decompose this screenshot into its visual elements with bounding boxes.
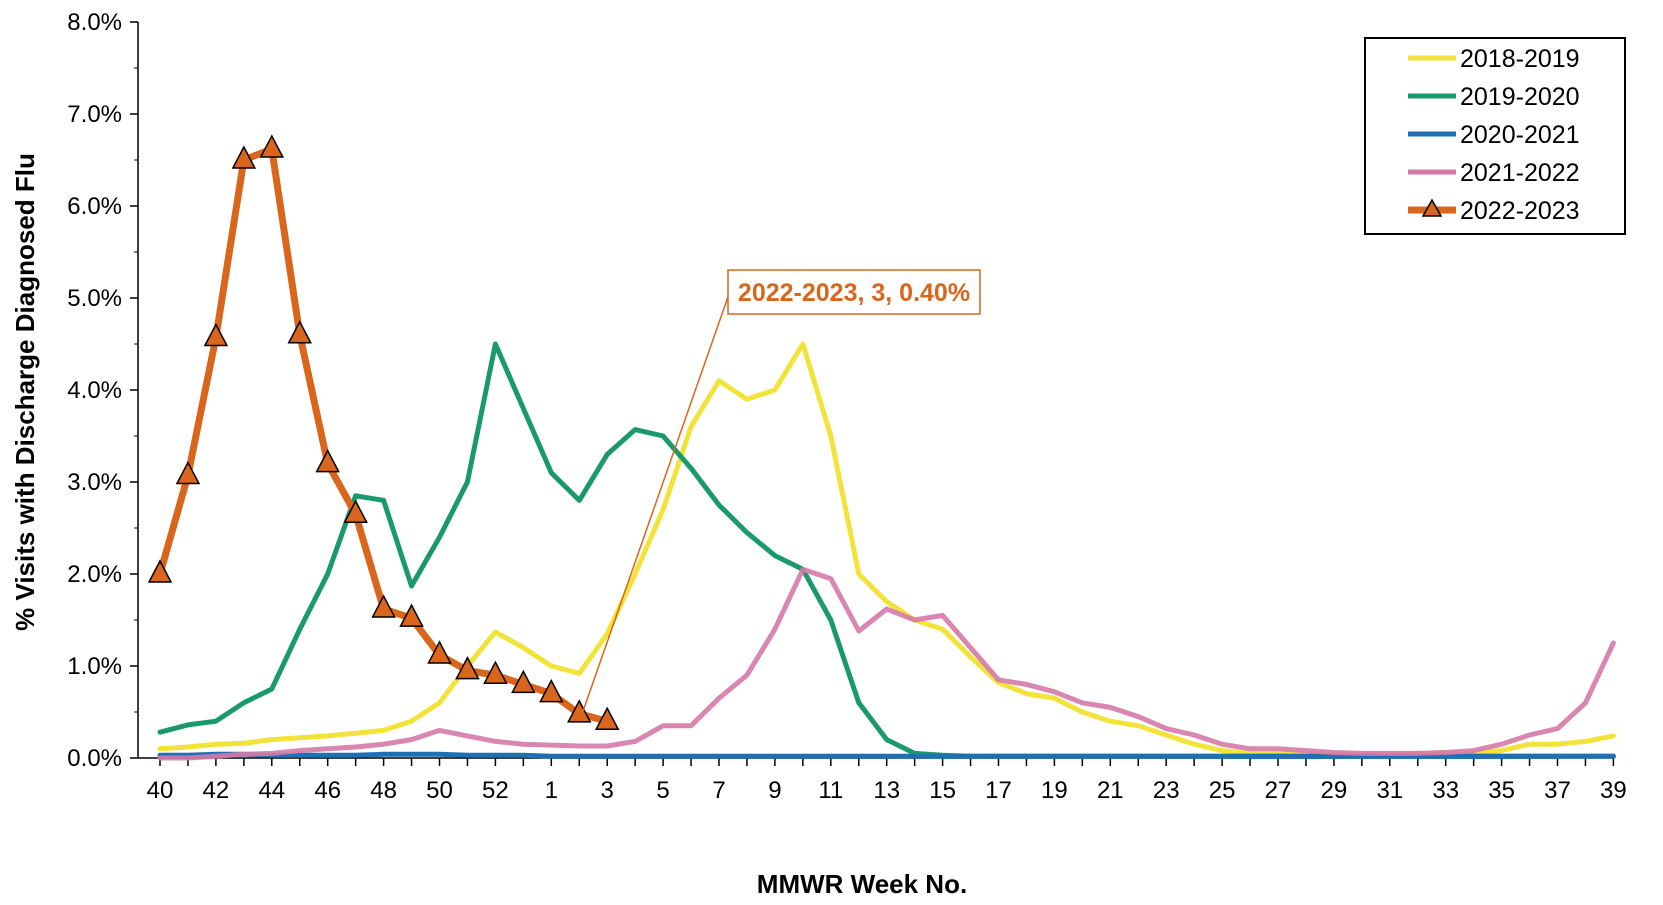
y-axis-title: % Visits with Discharge Diagnosed Flu bbox=[10, 153, 40, 631]
x-tick-label: 35 bbox=[1488, 777, 1515, 804]
data-point-marker bbox=[371, 594, 396, 618]
data-point-marker bbox=[259, 134, 285, 158]
x-tick-label: 9 bbox=[768, 777, 781, 804]
series-line-2019-2020 bbox=[157, 341, 1616, 759]
series-line-2018-2019 bbox=[157, 341, 1616, 758]
x-tick-label: 46 bbox=[314, 777, 341, 804]
data-point-marker bbox=[231, 145, 257, 169]
x-axis-title: MMWR Week No. bbox=[757, 869, 967, 899]
data-point-marker bbox=[315, 448, 340, 473]
data-point-marker bbox=[175, 460, 201, 485]
x-tick-label: 25 bbox=[1209, 777, 1236, 804]
y-tick-label: 6.0% bbox=[67, 193, 122, 220]
legend-label: 2019-2020 bbox=[1460, 83, 1580, 111]
x-tick-label: 11 bbox=[818, 777, 843, 804]
y-tick-label: 2.0% bbox=[67, 561, 122, 588]
x-tick-label: 44 bbox=[258, 777, 285, 804]
plot-area: 0.0% 1.0% 2.0% 3.0% 4.0% 5.0% 6.0% 7.0% 8.0% 40 4… bbox=[67, 9, 1626, 804]
series-markers bbox=[147, 134, 620, 730]
annotation-label: 2022-2023, 3, 0.40% bbox=[738, 279, 970, 307]
x-tick-label: 39 bbox=[1600, 777, 1627, 804]
data-point-marker bbox=[483, 660, 508, 684]
legend: 2018-2019 2019-2020 2020-2021 2021-2022 2022… bbox=[1364, 37, 1626, 235]
series-lines bbox=[156, 145, 1616, 761]
x-tick-label: 37 bbox=[1544, 777, 1571, 804]
y-tick-label: 1.0% bbox=[67, 653, 122, 680]
data-point-marker bbox=[343, 499, 368, 523]
x-tick-label: 42 bbox=[203, 777, 230, 804]
legend-label: 2022-2023 bbox=[1460, 197, 1580, 225]
y-ticks: 0.0% 1.0% 2.0% 3.0% 4.0% 5.0% 6.0% 7.0% 8.0% bbox=[67, 9, 138, 772]
legend-label: 2018-2019 bbox=[1460, 45, 1580, 73]
annotation-leader-line bbox=[581, 293, 730, 715]
y-tick-label: 7.0% bbox=[67, 101, 122, 128]
x-tick-label: 1 bbox=[545, 777, 558, 804]
legend-label: 2021-2022 bbox=[1460, 159, 1580, 187]
y-tick-label: 3.0% bbox=[67, 469, 122, 496]
y-tick-label: 5.0% bbox=[67, 285, 122, 312]
data-point-marker bbox=[594, 706, 620, 730]
legend-items: 2018-2019 2019-2020 2020-2021 2021-2022 2022… bbox=[1408, 45, 1580, 225]
data-point-marker bbox=[287, 320, 312, 344]
y-tick-label: 8.0% bbox=[67, 9, 122, 36]
y-tick-label: 4.0% bbox=[67, 377, 122, 404]
x-tick-label: 33 bbox=[1432, 777, 1459, 804]
data-point-marker bbox=[147, 559, 173, 583]
x-tick-label: 31 bbox=[1376, 777, 1403, 804]
data-point-marker bbox=[511, 669, 536, 694]
annotation-box bbox=[727, 269, 981, 315]
x-tick-label: 13 bbox=[873, 777, 900, 804]
x-tick-label: 19 bbox=[1041, 777, 1068, 804]
x-tick-label: 15 bbox=[929, 777, 956, 804]
legend-label: 2020-2021 bbox=[1460, 121, 1580, 149]
x-tick-label: 23 bbox=[1153, 777, 1180, 804]
legend-marker bbox=[1421, 198, 1443, 217]
x-tick-label: 5 bbox=[656, 777, 669, 804]
x-tick-label: 40 bbox=[147, 777, 174, 804]
x-tick-label: 27 bbox=[1265, 777, 1292, 804]
data-point-marker bbox=[455, 655, 480, 680]
x-tick-label: 21 bbox=[1097, 777, 1124, 804]
series-line-2021-2022 bbox=[157, 566, 1616, 761]
series-line-2020-2021 bbox=[157, 751, 1616, 759]
x-tick-label: 7 bbox=[712, 777, 725, 804]
data-point-marker bbox=[539, 678, 564, 703]
data-point-marker bbox=[399, 603, 424, 627]
x-ticks: 40 42 44 46 48 50 52 1 3 5 7 9 11 13 15 17 19 21 23 25 27 29 3… bbox=[147, 758, 1627, 804]
x-tick-label: 17 bbox=[985, 777, 1012, 804]
data-point-marker bbox=[567, 699, 592, 723]
data-point-marker bbox=[203, 322, 229, 347]
annotation: 2022-2023, 3, 0.40% bbox=[581, 269, 981, 715]
x-tick-label: 29 bbox=[1321, 777, 1348, 804]
y-tick-label: 0.0% bbox=[67, 745, 122, 772]
x-tick-label: 52 bbox=[482, 777, 509, 804]
data-point-marker bbox=[427, 640, 452, 664]
series-line-2022-2023 bbox=[156, 145, 611, 725]
x-tick-label: 50 bbox=[426, 777, 453, 804]
x-tick-label: 48 bbox=[370, 777, 397, 804]
x-tick-label: 3 bbox=[601, 777, 614, 804]
